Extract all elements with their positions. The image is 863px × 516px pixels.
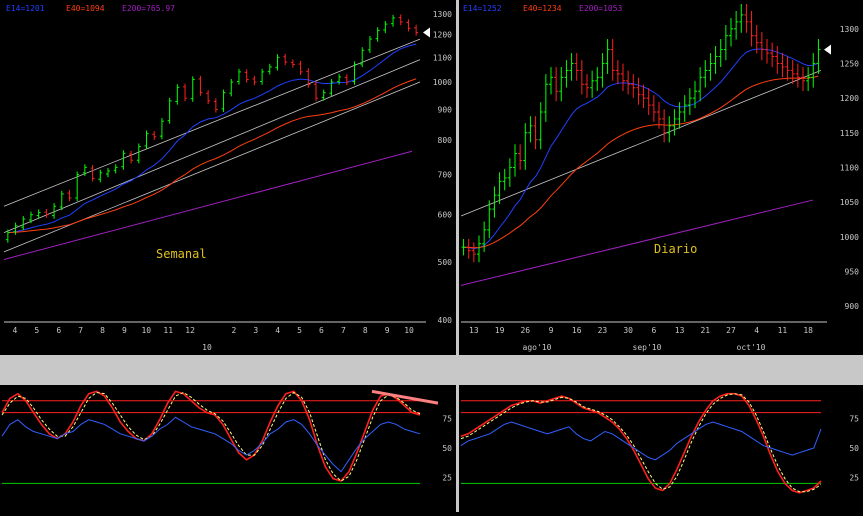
time-tick-label: 8 <box>100 326 105 335</box>
panel-splitter-right[interactable] <box>459 355 863 385</box>
time-tick-label: 3 <box>253 326 258 335</box>
osc-tick-label: 75 <box>849 415 859 424</box>
last-price-marker <box>423 27 430 38</box>
weekly-price-chart[interactable]: E14=1201 E40=1094 E200=765.97 1300 1200 1100 1… <box>0 0 456 352</box>
osc-k-line <box>460 392 822 494</box>
time-tick-label: 5 <box>297 326 302 335</box>
legend-e200: E200=765.97 <box>122 4 175 13</box>
ema-e40-line <box>463 75 819 249</box>
price-tick-label: 700 <box>438 171 453 180</box>
month-label: ago'10 <box>523 343 552 352</box>
ema-e200-line <box>3 150 413 260</box>
legend-e200: E200=1053 <box>579 4 623 13</box>
time-tick-label: 30 <box>623 326 633 335</box>
time-tick-label: 10 <box>404 326 414 335</box>
weekly-oscillator-chart[interactable]: 75 50 25 <box>0 385 456 512</box>
time-tick-label: 4 <box>754 326 759 335</box>
osc-d-line <box>460 393 822 493</box>
chart-label: Semanal <box>156 247 207 261</box>
time-tick-label: 23 <box>598 326 608 335</box>
channel-line <box>3 81 421 253</box>
price-tick-label: 1300 <box>433 10 452 19</box>
time-tick-label: 9 <box>385 326 390 335</box>
price-tick-label: 1300 <box>840 25 859 34</box>
vertical-splitter[interactable] <box>456 0 459 512</box>
chart-label: Diario <box>654 242 697 256</box>
panel-splitter-left[interactable] <box>0 355 456 385</box>
time-tick-label: 11 <box>778 326 788 335</box>
price-tick-label: 1050 <box>840 198 859 207</box>
month-label: sep'10 <box>633 343 662 352</box>
last-price-marker <box>824 44 831 55</box>
year-label: 10 <box>202 343 212 352</box>
ema-e40-line <box>7 78 417 234</box>
osc-rsi-line <box>1 416 421 473</box>
daily-oscillator-chart[interactable]: 75 50 25 <box>459 385 863 512</box>
osc-rsi-line <box>460 421 822 461</box>
osc-d-line <box>1 391 421 482</box>
time-tick-label: 9 <box>549 326 554 335</box>
daily-oscillator-panel[interactable]: 75 50 25 <box>459 385 863 512</box>
price-tick-label: 900 <box>438 105 453 114</box>
osc-k-line <box>1 390 421 482</box>
channel-line <box>3 38 421 207</box>
time-tick-label: 21 <box>700 326 710 335</box>
legend-e40: E40=1234 <box>523 4 562 13</box>
channel-line <box>460 70 822 217</box>
daily-price-panel[interactable]: E14=1252 E40=1234 E200=1053 1300 1250 1200 115… <box>459 0 863 352</box>
time-tick-label: 9 <box>122 326 127 335</box>
osc-tick-label: 25 <box>849 474 859 483</box>
time-tick-label: 7 <box>78 326 83 335</box>
price-tick-label: 1000 <box>433 78 452 87</box>
price-tick-label: 1100 <box>840 163 859 172</box>
price-tick-label: 400 <box>438 316 453 325</box>
price-tick-label: 800 <box>438 136 453 145</box>
time-tick-label: 13 <box>469 326 479 335</box>
time-tick-label: 5 <box>34 326 39 335</box>
price-tick-label: 1100 <box>433 53 452 62</box>
weekly-price-panel[interactable]: E14=1201 E40=1094 E200=765.97 1300 1200 1100 1… <box>0 0 456 352</box>
time-tick-label: 16 <box>572 326 582 335</box>
osc-tick-label: 50 <box>442 444 452 453</box>
price-tick-label: 1200 <box>433 31 452 40</box>
divergence-line <box>371 389 439 405</box>
osc-tick-label: 50 <box>849 444 859 453</box>
time-tick-label: 6 <box>56 326 61 335</box>
price-tick-label: 1150 <box>840 129 859 138</box>
time-tick-label: 19 <box>495 326 505 335</box>
daily-price-chart[interactable]: E14=1252 E40=1234 E200=1053 1300 1250 1200 115… <box>459 0 863 352</box>
month-label: oct'10 <box>737 343 766 352</box>
price-tick-label: 1250 <box>840 59 859 68</box>
price-tick-label: 900 <box>845 302 860 311</box>
time-tick-label: 4 <box>275 326 280 335</box>
time-tick-label: 27 <box>726 326 736 335</box>
price-tick-label: 500 <box>438 258 453 267</box>
time-tick-label: 7 <box>341 326 346 335</box>
price-tick-label: 1200 <box>840 94 859 103</box>
time-tick-label: 8 <box>363 326 368 335</box>
time-tick-label: 11 <box>163 326 173 335</box>
legend-e14: E14=1252 <box>463 4 502 13</box>
osc-tick-label: 25 <box>442 474 452 483</box>
time-tick-label: 26 <box>520 326 530 335</box>
time-tick-label: 6 <box>651 326 656 335</box>
price-tick-label: 600 <box>438 211 453 220</box>
ema-e14-line <box>463 48 819 250</box>
time-tick-label: 13 <box>675 326 685 335</box>
ema-e200-line <box>460 199 814 286</box>
time-tick-label: 18 <box>803 326 813 335</box>
time-tick-label: 10 <box>141 326 151 335</box>
time-tick-label: 6 <box>319 326 324 335</box>
legend-e14: E14=1201 <box>6 4 45 13</box>
weekly-oscillator-panel[interactable]: 75 50 25 <box>0 385 456 512</box>
price-tick-label: 950 <box>845 267 860 276</box>
legend-e40: E40=1094 <box>66 4 105 13</box>
time-tick-label: 12 <box>185 326 195 335</box>
time-tick-label: 4 <box>13 326 18 335</box>
channel-line <box>3 59 421 233</box>
time-tick-label: 2 <box>231 326 236 335</box>
price-tick-label: 1000 <box>840 233 859 242</box>
osc-tick-label: 75 <box>442 415 452 424</box>
